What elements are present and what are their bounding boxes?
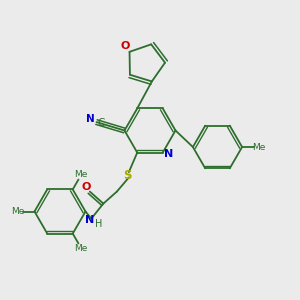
Text: Me: Me <box>74 244 88 253</box>
Text: N: N <box>85 215 94 225</box>
Text: C: C <box>98 118 105 128</box>
Text: S: S <box>123 169 132 182</box>
Text: H: H <box>95 219 103 229</box>
Text: N: N <box>164 149 173 159</box>
Text: Me: Me <box>252 142 266 152</box>
Text: O: O <box>120 41 130 51</box>
Text: N: N <box>86 114 95 124</box>
Text: O: O <box>82 182 91 192</box>
Text: Me: Me <box>74 170 88 179</box>
Text: Me: Me <box>11 207 24 216</box>
